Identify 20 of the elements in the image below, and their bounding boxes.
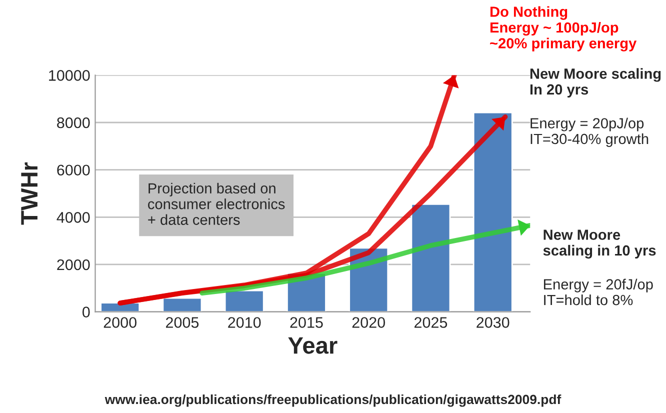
x-tick-label: 2000 xyxy=(104,317,136,328)
x-tick-label: 2030 xyxy=(476,317,510,328)
annotation: Projection based on consumer electronics + data centers xyxy=(148,182,285,225)
text: Do Nothing Energy ~ 100pJ/op ~20% primary energy xyxy=(490,6,637,52)
y-tick-label: 2000 xyxy=(57,259,90,270)
text: New Moore scaling in 10 yrs Energy = 20fJ/op IT=hold to 8% xyxy=(543,230,656,306)
x-tick-label: 2010 xyxy=(228,317,261,328)
y-tick-label: 6000 xyxy=(57,164,90,176)
y-tick-label: 10000 xyxy=(49,70,90,81)
y-tick-label: 8000 xyxy=(57,117,90,128)
x-tick-label: 2025 xyxy=(414,317,448,328)
x-tick-label: 2020 xyxy=(352,317,385,328)
text: www.iea.org/publications/freepublications/publication/gigawatts2009.pdf xyxy=(104,394,562,407)
y-tick-label: 4000 xyxy=(56,212,90,223)
x-tick-label: 2015 xyxy=(290,317,323,328)
y-tick-label: 0 xyxy=(82,306,90,318)
x-tick-label: 2005 xyxy=(166,317,199,328)
y-axis-title: TWHr xyxy=(21,162,38,225)
x-axis-title: Year xyxy=(288,337,338,354)
text: New Moore scaling In 20 yrs Energy = 20pJ/op IT=30-40% growth xyxy=(530,68,661,148)
